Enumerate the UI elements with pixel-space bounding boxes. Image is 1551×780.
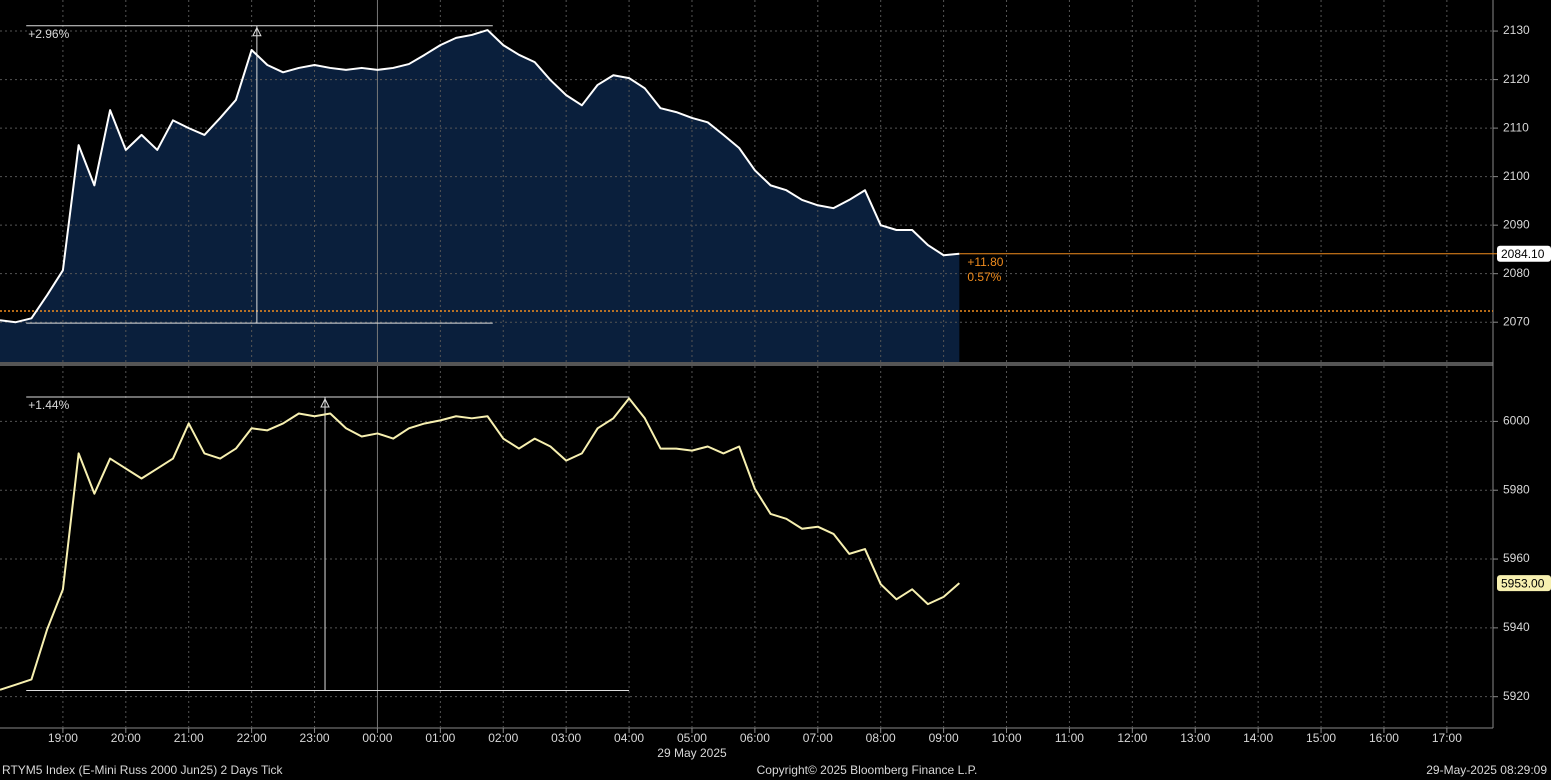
y-tick-label: 5940: [1503, 620, 1530, 634]
footer-center: Copyright© 2025 Bloomberg Finance L.P.: [757, 763, 978, 777]
x-tick-label: 07:00: [803, 731, 833, 745]
x-tick-label: 03:00: [551, 731, 581, 745]
y-tick-label: 2100: [1503, 169, 1530, 183]
x-tick-label: 02:00: [488, 731, 518, 745]
last-price-label: 2084.10: [1501, 247, 1545, 261]
x-tick-label: 22:00: [237, 731, 267, 745]
x-tick-label: 08:00: [866, 731, 896, 745]
last-price-box: [1497, 245, 1551, 262]
last-price-box: [1497, 575, 1551, 592]
x-tick-label: 20:00: [111, 731, 141, 745]
area: [0, 30, 960, 363]
change-label: 0.57%: [967, 270, 1001, 284]
y-tick-label: 5920: [1503, 689, 1530, 703]
measure-label: +2.96%: [28, 27, 69, 41]
x-tick-label: 05:00: [677, 731, 707, 745]
price-line: [0, 397, 960, 691]
x-tick-label: 23:00: [300, 731, 330, 745]
x-tick-label: 11:00: [1055, 731, 1084, 745]
x-tick-label: 10:00: [992, 731, 1022, 745]
x-tick-label: 19:00: [48, 731, 78, 745]
x-tick-label: 01:00: [425, 731, 455, 745]
measure-arrow: [320, 397, 330, 408]
measure-arrow: [252, 26, 262, 37]
measure-label: +1.44%: [28, 398, 69, 412]
x-tick-label: 21:00: [174, 731, 204, 745]
x-tick-label: 13:00: [1180, 731, 1210, 745]
x-tick-label: 15:00: [1306, 731, 1336, 745]
footer-right: 29-May-2025 08:29:09: [1426, 763, 1547, 777]
price-line: [0, 29, 960, 324]
y-tick-label: 5960: [1503, 551, 1530, 565]
date-label: 29 May 2025: [657, 746, 727, 760]
y-tick-label: 2080: [1503, 266, 1530, 280]
x-tick-label: 04:00: [614, 731, 644, 745]
y-tick-label: 2120: [1503, 72, 1530, 86]
x-tick-label: 14:00: [1243, 731, 1273, 745]
x-tick-label: 00:00: [362, 731, 392, 745]
x-tick-label: 16:00: [1369, 731, 1399, 745]
y-tick-label: 2070: [1503, 314, 1530, 328]
change-label: +11.80: [967, 255, 1003, 269]
x-tick-label: 09:00: [929, 731, 959, 745]
y-tick-label: 5980: [1503, 482, 1530, 496]
y-tick-label: 2110: [1503, 120, 1529, 134]
panel-separator: [0, 362, 1493, 366]
x-tick-label: 12:00: [1117, 731, 1147, 745]
last-price-label: 5953.00: [1501, 576, 1545, 590]
footer-left: RTYM5 Index (E-Mini Russ 2000 Jun25) 2 D…: [2, 763, 284, 777]
x-tick-label: 06:00: [740, 731, 770, 745]
y-tick-label: 2130: [1503, 23, 1530, 37]
x-tick-label: 17:00: [1432, 731, 1462, 745]
y-tick-label: 2090: [1503, 217, 1530, 231]
y-tick-label: 6000: [1503, 414, 1530, 428]
